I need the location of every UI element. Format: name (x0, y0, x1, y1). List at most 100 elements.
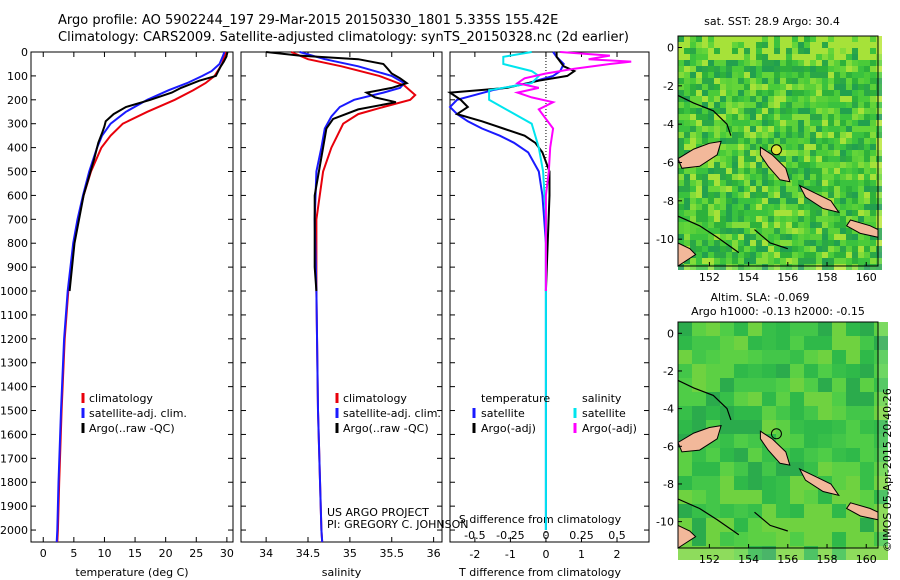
map-cell (762, 364, 776, 378)
map-cell (748, 336, 762, 350)
map-cell (834, 234, 840, 240)
map-cell (810, 108, 816, 114)
map-cell (774, 54, 780, 60)
map-cell (790, 532, 804, 546)
map-cell (714, 60, 720, 66)
map-cell (786, 132, 792, 138)
map-cell (840, 78, 846, 84)
map-cell (816, 114, 822, 120)
map-cell (678, 364, 692, 378)
map-cell (858, 174, 864, 180)
map-cell (828, 90, 834, 96)
map-cell (864, 66, 870, 72)
map-cell (708, 90, 714, 96)
map-cell (744, 228, 750, 234)
map-cell (832, 476, 846, 490)
map-cell (714, 246, 720, 252)
map-cell (822, 258, 828, 264)
map-cell (720, 448, 734, 462)
map-cell (852, 228, 858, 234)
map-cell (860, 434, 874, 448)
map-cell (738, 174, 744, 180)
map-cell (706, 462, 720, 476)
map-cell (734, 518, 748, 532)
map-cell (828, 120, 834, 126)
map-cell (774, 252, 780, 258)
map-cell (792, 258, 798, 264)
map-y-tick-label: -4 (663, 118, 674, 131)
map-cell (714, 258, 720, 264)
map-cell (876, 120, 882, 126)
pi-label: PI: GREGORY C. JOHNSON (327, 518, 469, 531)
map-cell (720, 186, 726, 192)
map-cell (798, 264, 804, 270)
s-tick-label: 0 (542, 529, 549, 542)
map-cell (690, 96, 696, 102)
map-cell (858, 108, 864, 114)
map-cell (804, 126, 810, 132)
legend-label: satellite-adj. clim. (89, 407, 187, 420)
map-cell (870, 222, 876, 228)
y-tick-label: 300 (7, 118, 28, 131)
map-cell (744, 234, 750, 240)
map-cell (790, 476, 804, 490)
map-cell (720, 234, 726, 240)
map-cell (804, 114, 810, 120)
map-cell (756, 162, 762, 168)
map-cell (822, 264, 828, 270)
map-cell (840, 48, 846, 54)
map-cell (762, 126, 768, 132)
map-cell (690, 48, 696, 54)
map-cell (750, 234, 756, 240)
map-cell (726, 192, 732, 198)
map-cell (828, 144, 834, 150)
map-cell (690, 90, 696, 96)
map-y-tick-label: -8 (663, 478, 674, 491)
map-cell (852, 102, 858, 108)
map-cell (678, 234, 684, 240)
map-cell (756, 72, 762, 78)
map-cell (696, 60, 702, 66)
map-cell (692, 336, 706, 350)
map-cell (818, 546, 832, 560)
map-cell (864, 138, 870, 144)
map-cell (804, 180, 810, 186)
map-cell (816, 90, 822, 96)
map-cell (696, 174, 702, 180)
map-cell (828, 48, 834, 54)
map-cell (876, 72, 882, 78)
map-cell (762, 186, 768, 192)
map-cell (768, 204, 774, 210)
map-cell (720, 198, 726, 204)
map-cell (750, 108, 756, 114)
map-cell (822, 156, 828, 162)
map-cell (852, 42, 858, 48)
map-cell (696, 72, 702, 78)
map-cell (732, 162, 738, 168)
map-cell (702, 90, 708, 96)
map-cell (708, 180, 714, 186)
map-cell (840, 42, 846, 48)
map-cell (792, 84, 798, 90)
map-cell (834, 180, 840, 186)
map-cell (804, 222, 810, 228)
map-cell (708, 120, 714, 126)
map-cell (804, 518, 818, 532)
map-cell (732, 192, 738, 198)
map-cell (756, 78, 762, 84)
map-cell (756, 174, 762, 180)
map-cell (810, 240, 816, 246)
map-cell (818, 406, 832, 420)
map-cell (876, 84, 882, 90)
map-y-tick-label: 0 (667, 42, 674, 55)
map-cell (816, 84, 822, 90)
map-cell (762, 264, 768, 270)
map-cell (828, 138, 834, 144)
map-y-tick-label: -10 (656, 516, 674, 529)
map-cell (756, 132, 762, 138)
map-cell (690, 246, 696, 252)
map-cell (822, 36, 828, 42)
map-cell (870, 90, 876, 96)
map-cell (762, 54, 768, 60)
map-cell (876, 174, 882, 180)
